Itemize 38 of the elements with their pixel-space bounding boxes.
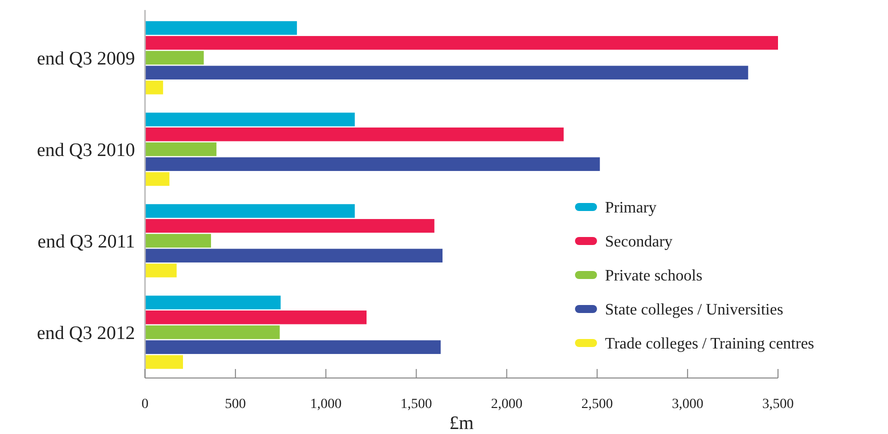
legend-label: Primary xyxy=(605,200,657,217)
x-tick-label: 500 xyxy=(224,397,246,412)
x-tick-label: 2,500 xyxy=(581,397,613,412)
bar xyxy=(145,296,281,310)
x-tick-label: 3,000 xyxy=(672,397,704,412)
x-tick-label: 1,000 xyxy=(310,397,342,412)
bar xyxy=(145,355,183,369)
x-tick-label: 0 xyxy=(142,397,148,412)
y-tick-label: end Q3 2012 xyxy=(36,322,135,344)
x-tick-label: 3,500 xyxy=(762,397,794,412)
x-tick-label: 1,500 xyxy=(400,397,432,412)
y-tick-label: end Q3 2009 xyxy=(36,48,135,70)
bar xyxy=(145,157,600,171)
bar xyxy=(145,264,177,278)
bar xyxy=(145,234,212,248)
bar xyxy=(145,219,434,233)
bar xyxy=(145,128,564,142)
x-axis-title: £m xyxy=(449,413,474,434)
x-tick-label: 2,000 xyxy=(490,397,522,412)
bar xyxy=(145,248,443,262)
y-tick-label: end Q3 2011 xyxy=(38,231,135,252)
bar xyxy=(145,325,280,340)
bar xyxy=(145,310,367,324)
legend-label: Secondary xyxy=(605,234,673,251)
bar xyxy=(145,50,204,65)
bar xyxy=(145,21,297,35)
bar xyxy=(145,80,164,94)
legend-label: State colleges / Universities xyxy=(605,302,784,319)
bar xyxy=(145,66,748,80)
y-tick-label: end Q3 2010 xyxy=(36,140,135,161)
bar xyxy=(145,204,355,218)
legend-label: Private schools xyxy=(605,268,702,285)
bar xyxy=(145,112,355,126)
bar xyxy=(145,340,441,354)
legend-label: Trade colleges / Training centres xyxy=(605,336,814,353)
bar xyxy=(145,172,170,186)
bar xyxy=(145,36,778,50)
bar xyxy=(145,142,216,156)
